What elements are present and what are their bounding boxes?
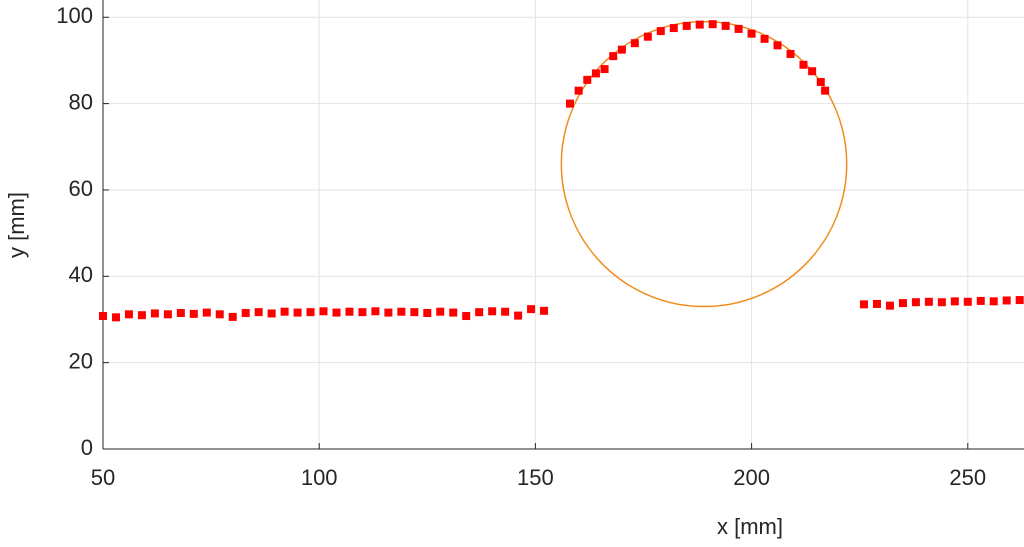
point [436,307,445,316]
point [786,49,795,58]
point [591,69,600,78]
point [816,78,825,87]
point [137,311,146,320]
point [319,307,328,316]
point [1002,296,1011,305]
point [163,310,172,319]
point [228,312,237,321]
point [574,86,583,95]
point [747,29,756,38]
x-tick-label: 250 [949,465,986,490]
point [872,299,881,308]
y-tick-label: 60 [69,176,93,201]
point [976,296,985,305]
point [475,308,484,317]
point [734,24,743,33]
point [885,301,894,310]
point [293,308,302,317]
point [150,309,159,318]
point [583,75,592,84]
point [799,60,808,69]
point [254,308,263,317]
x-tick-label: 200 [733,465,770,490]
point [898,299,907,308]
point [410,308,419,317]
point [721,21,730,30]
y-tick-label: 0 [81,435,93,460]
point [617,45,626,54]
point [643,32,652,41]
point [911,298,920,307]
point [189,309,198,318]
point [371,307,380,316]
point [540,306,549,315]
point [332,308,341,317]
point [358,308,367,317]
point [950,297,959,306]
x-tick-label: 150 [517,465,554,490]
y-tick-label: 40 [69,262,93,287]
point [306,308,315,317]
x-tick-label: 50 [91,465,115,490]
point [215,310,224,319]
point [501,307,510,316]
point [241,309,250,318]
point [682,21,691,30]
point [695,20,704,29]
point [860,300,869,309]
y-tick-label: 80 [69,89,93,114]
point [527,305,536,314]
point [808,67,817,76]
point [99,312,107,321]
point [656,27,665,36]
point [1015,296,1024,305]
point [708,20,717,29]
fitted-circle [560,20,848,308]
point [488,307,497,316]
point [111,313,120,322]
point [397,307,406,316]
point [124,310,133,319]
point [280,307,289,316]
point [821,86,830,95]
x-tick-label: 100 [301,465,338,490]
point [937,298,946,307]
y-tick-label: 20 [69,348,93,373]
y-axis-label: y [mm] [4,192,29,258]
x-axis-label: x [mm] [717,514,783,539]
point [609,52,618,61]
point [202,308,211,317]
point [600,65,609,74]
point [384,308,393,317]
point [963,297,972,306]
point [267,309,276,318]
point [565,99,574,108]
point [630,39,639,48]
point [760,34,769,43]
point [423,309,432,318]
y-tick-label: 100 [56,3,93,28]
point [176,309,185,318]
point [989,297,998,306]
point [773,41,782,50]
point [345,307,354,316]
point [669,24,678,33]
point [514,311,523,320]
point [449,308,458,317]
point [924,297,933,306]
point [462,312,471,321]
